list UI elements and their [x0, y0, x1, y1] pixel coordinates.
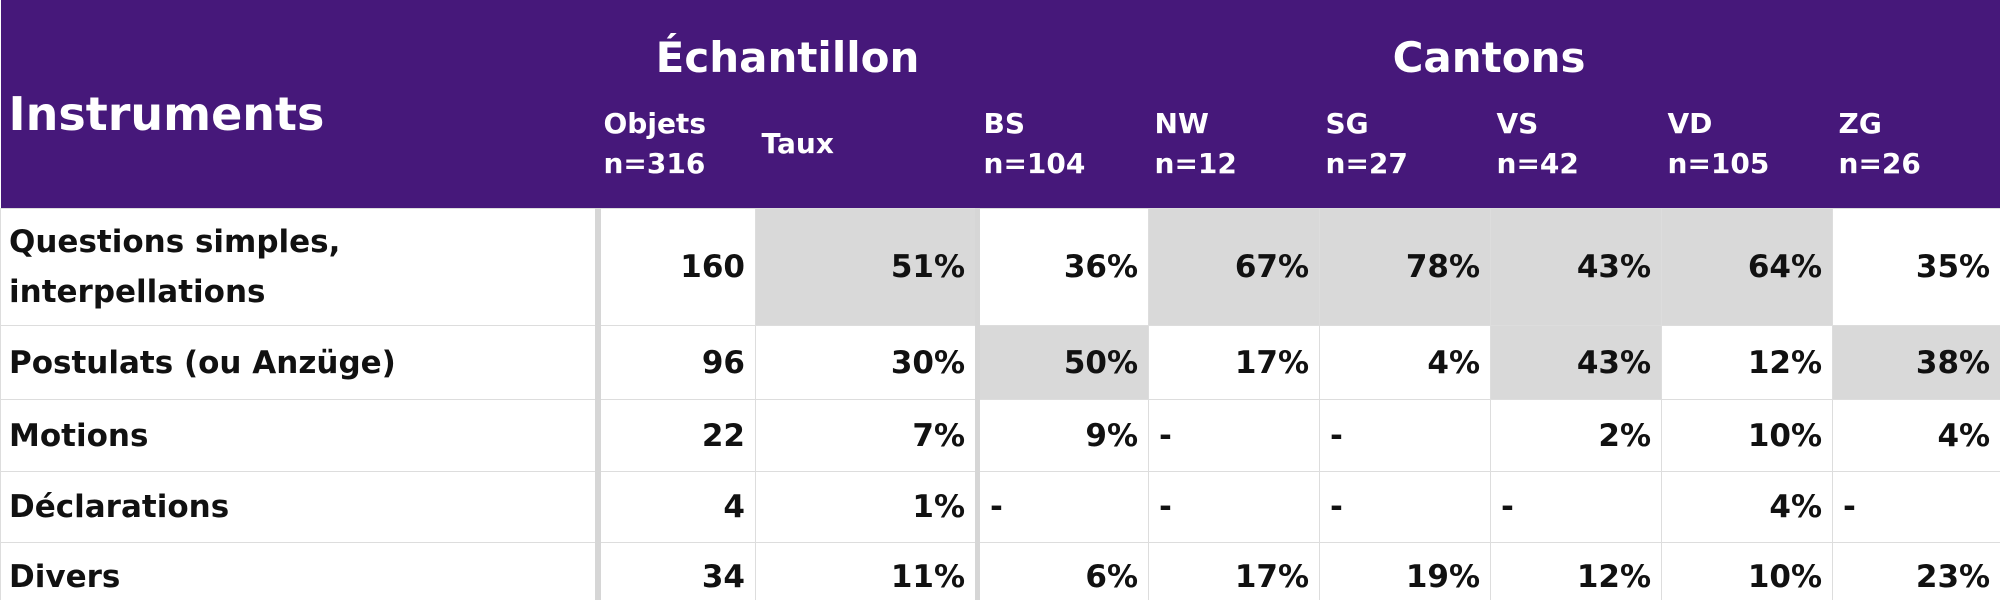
cell: 50% — [977, 325, 1150, 400]
cell: - — [1319, 399, 1492, 472]
group-header: Échantillon — [597, 0, 978, 86]
column-n: n=26 — [1838, 147, 1921, 180]
cell: 10% — [1661, 542, 1834, 600]
cell: 17% — [1148, 325, 1321, 400]
column-name: SG — [1325, 107, 1369, 140]
column-header: BS n=104 — [977, 86, 1149, 209]
cell: - — [1490, 471, 1663, 543]
data-row: Postulats (ou Anzüge) 96 30% 50% 17% 4% 43% 12%… — [0, 325, 2000, 400]
column-header: Objets n=316 — [597, 86, 756, 209]
column-n: n=104 — [983, 147, 1086, 180]
column-header: VS n=42 — [1490, 86, 1662, 209]
cell: 9% — [977, 399, 1150, 472]
data-row: Motions 22 7% 9% - -2% 10% 4% — [0, 399, 2000, 472]
column-n: n=42 — [1496, 147, 1579, 180]
cell: 51% — [754, 208, 981, 326]
row-label: Questions simples, interpellations — [0, 208, 601, 326]
table-body: Questions simples, interpellations 160 51%… — [0, 208, 2000, 600]
cell: 4% — [1832, 399, 2000, 472]
cell: 4 — [597, 471, 756, 543]
cell: 67% — [1148, 208, 1321, 326]
row-label: Motions — [0, 399, 601, 472]
cell: - — [1148, 471, 1321, 543]
column-name: BS — [983, 107, 1026, 140]
cell: - — [977, 471, 1150, 543]
cell: 34 — [597, 542, 756, 600]
cell: 12% — [1490, 542, 1663, 600]
row-label-header: Instruments — [0, 0, 598, 209]
cell: 19% — [1319, 542, 1492, 600]
column-header: NW n=12 — [1148, 86, 1320, 209]
column-n: n=316 — [603, 147, 706, 180]
cell: - — [1148, 399, 1321, 472]
column-header: Taux — [755, 86, 978, 209]
cell: 38% — [1832, 325, 2000, 400]
row-label-text: Postulats (ou Anzüge) — [9, 344, 396, 381]
cell: 11% — [754, 542, 981, 600]
data-row: Questions simples, interpellations 160 51%… — [0, 208, 2000, 326]
cell: 2% — [1490, 399, 1663, 472]
row-label-text: Motions — [9, 417, 149, 454]
data-row: Divers 34 11% 6% 17% 19% 12% 10% 23% — [0, 542, 2000, 600]
cell: 4% — [1661, 471, 1834, 543]
column-name: Taux — [761, 127, 834, 160]
column-header: ZG n=26 — [1832, 86, 2000, 209]
column-name: NW — [1154, 107, 1209, 140]
cell: 1% — [754, 471, 981, 543]
row-label-text: Divers — [9, 558, 121, 595]
header-row: Instruments Échantillon Cantons — [0, 0, 2000, 209]
cell: - — [1319, 471, 1492, 543]
column-name: ZG — [1838, 107, 1882, 140]
cell: 6% — [977, 542, 1150, 600]
cell: 43% — [1490, 208, 1663, 326]
cell: 7% — [754, 399, 981, 472]
group-header: Cantons — [977, 0, 2000, 86]
cell: 30% — [754, 325, 981, 400]
row-label: Déclarations — [0, 471, 601, 543]
data-row: Déclarations 4 1% - - - -4% - — [0, 471, 2000, 543]
column-n: n=27 — [1325, 147, 1408, 180]
column-header: SG n=27 — [1319, 86, 1491, 209]
row-label-text: Questions simples, interpellations — [9, 224, 341, 310]
cell: 43% — [1490, 325, 1663, 400]
cell: 4% — [1319, 325, 1492, 400]
cell: 160 — [597, 208, 756, 326]
cell: 12% — [1661, 325, 1834, 400]
cell: 96 — [597, 325, 756, 400]
row-label: Divers — [0, 542, 601, 600]
cell: 23% — [1832, 542, 2000, 600]
column-n: n=12 — [1154, 147, 1237, 180]
cell: 10% — [1661, 399, 1834, 472]
cell: 64% — [1661, 208, 1834, 326]
cell: 36% — [977, 208, 1150, 326]
cell: 17% — [1148, 542, 1321, 600]
column-name: Objets — [603, 107, 706, 140]
row-label-text: Déclarations — [9, 489, 230, 525]
column-header: VD n=105 — [1661, 86, 1833, 209]
cell: - — [1832, 471, 2000, 543]
column-name: VD — [1667, 107, 1713, 140]
table-header: Instruments Échantillon Cantons Objets n=316… — [0, 0, 2000, 209]
cell: 78% — [1319, 208, 1492, 326]
cell: 22 — [597, 399, 756, 472]
column-name: VS — [1496, 107, 1539, 140]
subheader-row: Objets n=316 Taux BS n=104 NW n=12 SG n=27 VS n=42… — [1, 86, 2000, 209]
cell: 35% — [1832, 208, 2000, 326]
row-label: Postulats (ou Anzüge) — [0, 325, 601, 400]
column-n: n=105 — [1667, 147, 1770, 180]
